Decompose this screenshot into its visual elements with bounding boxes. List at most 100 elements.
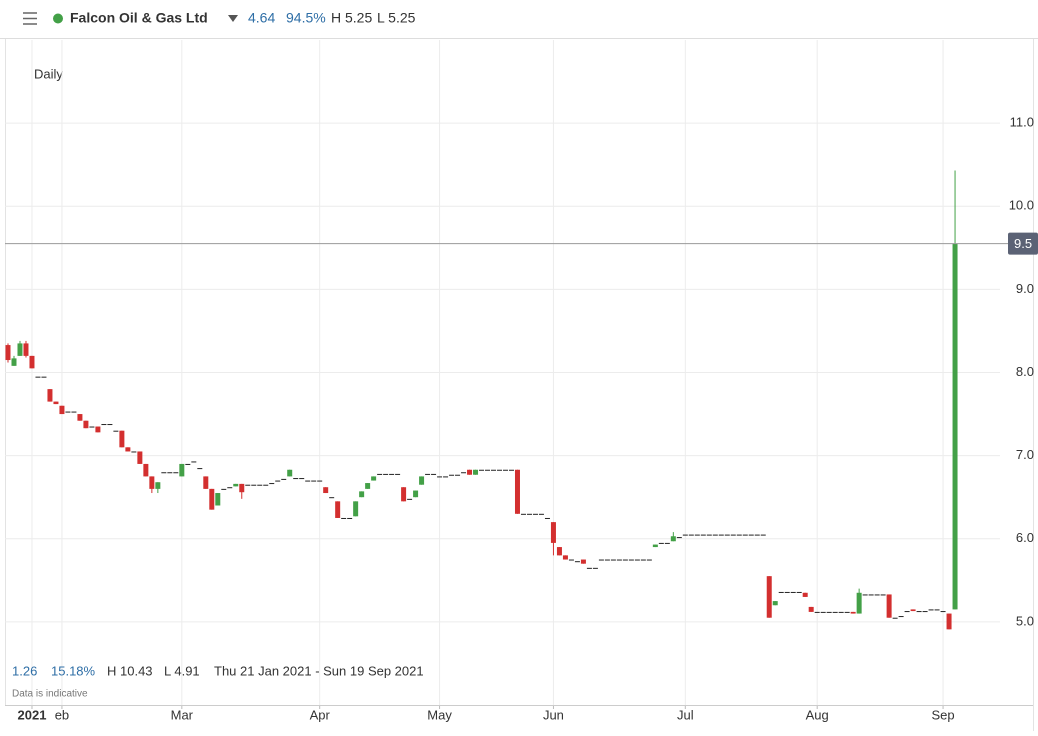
candle-body	[874, 594, 880, 596]
candle-body	[341, 517, 347, 519]
y-tick-label: 6.0	[1016, 530, 1034, 545]
candle-body	[461, 472, 467, 474]
candle-body	[239, 483, 245, 493]
candle-body	[640, 559, 646, 561]
candle-body	[562, 555, 568, 560]
candle-body	[443, 476, 449, 478]
candle-body	[107, 424, 113, 426]
candle-body	[419, 476, 425, 485]
candle-body	[532, 513, 538, 515]
candle-body	[173, 472, 179, 474]
candle-body	[508, 469, 514, 471]
candle-body	[425, 473, 431, 475]
candle-body	[329, 497, 335, 499]
range-change-pct: 15.18%	[51, 663, 96, 678]
candle-body	[473, 469, 479, 475]
toolbar	[0, 0, 1038, 38]
candle-body	[730, 534, 736, 536]
candle-body	[269, 483, 275, 485]
candle-body	[742, 534, 748, 536]
candle-body	[592, 567, 598, 569]
candle-body	[263, 484, 269, 486]
candle-body	[910, 609, 916, 612]
day-high: H 5.25	[331, 10, 372, 26]
x-tick-label: 2021	[18, 707, 47, 722]
candle-body	[724, 534, 730, 536]
candle-body	[826, 611, 832, 613]
candle-body	[143, 463, 149, 477]
disclaimer: Data is indicative	[12, 689, 88, 700]
candle-body	[167, 472, 173, 474]
x-tick-label: Mar	[171, 707, 194, 722]
candle-body	[808, 606, 814, 612]
candle-body	[113, 430, 119, 432]
candle-body	[59, 405, 65, 415]
candle-body	[407, 498, 413, 500]
candle-body	[299, 478, 305, 480]
candle-body	[922, 611, 928, 613]
candle-body	[281, 478, 287, 480]
candle-body	[898, 616, 904, 618]
candle-body	[886, 594, 892, 618]
candle-body	[365, 483, 371, 489]
candle-body	[946, 613, 952, 630]
candle-body	[317, 480, 323, 482]
candle-body	[862, 594, 868, 596]
candle-body	[257, 484, 263, 486]
candle-body	[646, 559, 652, 561]
candle-body	[628, 559, 634, 561]
candle-body	[125, 447, 131, 452]
candle-body	[215, 493, 221, 506]
candle-body	[820, 611, 826, 613]
candle-body	[676, 537, 682, 539]
candle-body	[377, 473, 383, 475]
candle-body	[119, 430, 125, 448]
candle-body	[718, 534, 724, 536]
candle-body	[706, 534, 712, 536]
candle-body	[29, 355, 35, 369]
candle-body	[209, 488, 215, 510]
candle-body	[814, 611, 820, 613]
x-tick-label: Apr	[310, 707, 331, 722]
candle-body	[71, 411, 77, 413]
last-price-label: 9.5	[1014, 236, 1032, 251]
candle-body	[479, 469, 485, 471]
candle-body	[83, 420, 89, 429]
candle-body	[694, 534, 700, 536]
candle-body	[155, 482, 161, 489]
candle-body	[47, 389, 53, 402]
candle-body	[838, 611, 844, 613]
menu-icon[interactable]	[23, 12, 37, 25]
dropdown-arrow[interactable]	[228, 15, 238, 22]
y-tick-label: 10.0	[1009, 198, 1034, 213]
day-low: L 5.25	[377, 10, 416, 26]
candle-body	[520, 513, 526, 515]
candle-body	[616, 559, 622, 561]
candle-body	[65, 411, 71, 413]
candle-body	[287, 469, 293, 477]
candle-body	[131, 451, 137, 453]
candle-body	[353, 501, 359, 517]
candle-body	[497, 469, 503, 471]
interval-label: Daily	[34, 66, 63, 81]
candle-body	[359, 491, 365, 498]
candle-body	[323, 487, 329, 494]
status-dot	[53, 13, 63, 24]
candle-body	[682, 534, 688, 536]
candle-body	[652, 544, 658, 548]
candle-body	[383, 473, 389, 475]
candle-body	[952, 243, 958, 610]
candle-body	[467, 469, 473, 475]
candle-body	[748, 534, 754, 536]
candle-body	[395, 473, 401, 475]
candle-body	[550, 522, 556, 543]
candle-body	[736, 534, 742, 536]
candle-body	[23, 343, 29, 356]
candle-body	[233, 483, 239, 487]
candle-body	[311, 480, 317, 482]
candle-body	[5, 345, 11, 361]
instrument-name[interactable]: Falcon Oil & Gas Ltd	[70, 10, 208, 26]
candle-body	[670, 536, 676, 542]
